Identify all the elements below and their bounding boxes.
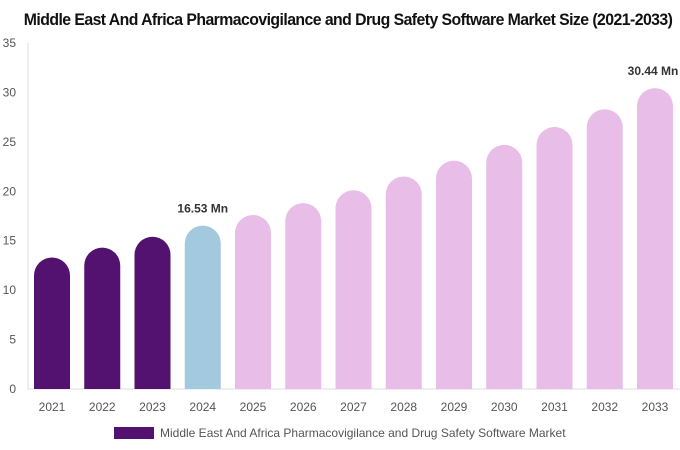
bar-2024 (184, 225, 221, 389)
x-tick-label: 2027 (340, 400, 367, 414)
x-tick-label: 2025 (240, 400, 267, 414)
legend: Middle East And Africa Pharmacovigilance… (114, 426, 566, 440)
y-tick-label: 10 (3, 283, 17, 297)
bar-2031 (536, 127, 573, 389)
data-label: 30.44 Mn (628, 64, 679, 78)
bar-2028 (385, 176, 422, 389)
y-tick-label: 15 (3, 234, 17, 248)
y-tick-label: 30 (3, 85, 17, 99)
x-tick-label: 2021 (39, 400, 66, 414)
bar-2023 (134, 236, 171, 389)
x-tick-label: 2028 (390, 400, 417, 414)
y-tick-label: 35 (3, 36, 17, 50)
bar-2026 (285, 203, 322, 389)
x-tick-label: 2030 (491, 400, 518, 414)
bar-2032 (586, 109, 623, 390)
legend-label: Middle East And Africa Pharmacovigilance… (160, 426, 566, 440)
x-tick-label: 2023 (139, 400, 166, 414)
y-tick-label: 0 (9, 382, 16, 396)
bar-2030 (486, 144, 523, 389)
y-tick-label: 20 (3, 184, 17, 198)
y-tick-label: 25 (3, 135, 17, 149)
x-tick-label: 2026 (290, 400, 317, 414)
bar-2033 (637, 88, 673, 389)
x-tick-label: 2031 (541, 400, 568, 414)
bar-2029 (436, 160, 472, 389)
x-tick-label: 2033 (642, 400, 669, 414)
x-tick-label: 2029 (441, 400, 468, 414)
bar-2025 (235, 215, 271, 389)
y-tick-label: 5 (9, 333, 16, 347)
legend-swatch (114, 427, 154, 439)
x-tick-label: 2022 (89, 400, 116, 414)
data-label: 16.53 Mn (177, 202, 228, 216)
chart-title: Middle East And Africa Pharmacovigilance… (23, 10, 673, 29)
x-tick-label: 2032 (591, 400, 618, 414)
bar-2021 (34, 257, 70, 389)
bar-2027 (335, 190, 372, 389)
bar-2022 (84, 247, 121, 389)
x-tick-label: 2024 (189, 400, 216, 414)
